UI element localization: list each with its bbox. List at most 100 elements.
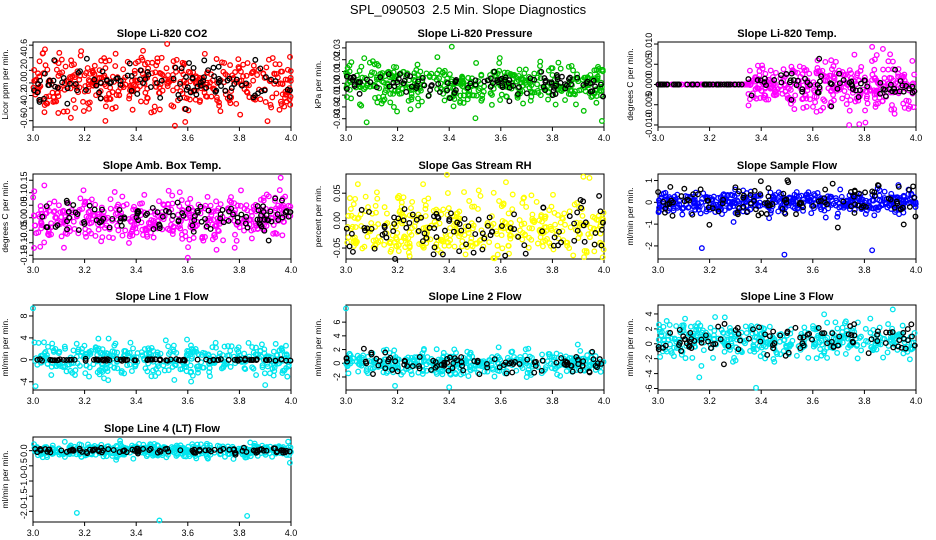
chart5-point	[505, 243, 512, 249]
chart9-ytick-label: 2	[644, 326, 654, 331]
chart6-point	[828, 193, 835, 200]
chart6-xtick-label: 3.8	[858, 265, 871, 275]
chart6-point	[775, 208, 782, 215]
chart3-point	[879, 98, 886, 105]
chart1-point	[287, 101, 294, 108]
chart10-xtick-label: 4.0	[285, 528, 298, 538]
chart5-point	[564, 242, 571, 249]
chart6-point	[655, 209, 662, 216]
chart7-point	[171, 376, 178, 383]
chart5-outlier-point	[580, 173, 587, 180]
chart5-point	[439, 238, 445, 245]
chart9-point	[862, 325, 869, 332]
chart5-black-point	[431, 225, 438, 232]
chart9-outlier-point	[889, 306, 896, 313]
chart6-point	[691, 197, 698, 203]
chart3-point	[746, 67, 753, 74]
chart5-black-point	[511, 211, 518, 218]
chart1-point	[163, 65, 170, 72]
chart1-point	[154, 59, 161, 65]
chart5-black-point	[479, 230, 486, 237]
chart5-black-point	[502, 252, 509, 259]
chart5-point	[406, 253, 413, 260]
chart7-point	[41, 339, 47, 346]
chart5-point	[567, 224, 574, 231]
chart6-black-point	[747, 191, 754, 198]
chart4-black-point	[64, 199, 71, 206]
chart2-black-point	[487, 75, 494, 82]
chart2-point	[441, 97, 448, 104]
chart4-black-point	[283, 208, 290, 215]
chart4-black-point	[179, 210, 186, 216]
chart1-black-point	[117, 81, 124, 88]
chart5-black-point	[454, 219, 461, 226]
chart4-point	[77, 195, 84, 202]
chart2-point	[537, 75, 544, 82]
chart3-point	[873, 52, 880, 58]
chart4-point	[85, 209, 92, 216]
chart5-point	[398, 199, 405, 206]
chart4-black-point	[64, 218, 71, 225]
chart1-black-point	[41, 70, 48, 77]
chart2-black-point	[589, 88, 596, 95]
chart5-point	[544, 235, 550, 242]
chart5-point	[444, 190, 451, 197]
chart5-point	[525, 244, 532, 251]
chart6-ytick-label: 0	[644, 200, 654, 205]
chart4-ytick-label: -0.05	[19, 220, 29, 241]
chart10-xtick-label: 3.6	[182, 528, 195, 538]
chart4-point	[41, 182, 48, 189]
chart5-black-point	[475, 216, 482, 223]
chart4-black-point	[149, 204, 156, 211]
chart1-black-point	[183, 74, 189, 80]
chart1-point	[35, 70, 41, 77]
chart5-point	[444, 171, 450, 178]
chart3-xtick-label: 4.0	[910, 133, 923, 143]
chart4-xtick-label: 3.2	[78, 265, 91, 275]
chart1-black-point	[83, 87, 89, 93]
chart6-black-point	[871, 189, 878, 196]
chart3-black-point	[816, 84, 823, 91]
chart9-point	[712, 314, 719, 321]
chart2-point	[513, 74, 520, 81]
chart5-black-point	[484, 222, 491, 229]
chart5-point	[395, 248, 402, 255]
chart3-point	[765, 96, 772, 103]
chart2-black-point	[367, 79, 374, 86]
chart6-point	[868, 205, 875, 212]
chart2-black-point	[597, 81, 604, 88]
chart6-outlier-point	[781, 251, 788, 258]
chart6-black-point	[755, 212, 762, 219]
chart5-black-point	[596, 193, 603, 199]
chart4-point	[38, 206, 45, 213]
chart1-black-point	[215, 75, 222, 82]
chart5-point	[445, 205, 452, 212]
chart2-black-point	[583, 80, 590, 87]
chart4-ytick-label: 0.10	[19, 184, 29, 202]
chart5-black-point	[580, 198, 587, 205]
chart3-point	[771, 80, 778, 87]
chart6-black-point	[821, 195, 828, 202]
chart2-black-point	[350, 74, 357, 80]
chart5-point	[529, 225, 536, 232]
chart1-ylabel: Licor ppm per min.	[0, 49, 10, 119]
chart5-xtick-label: 3.0	[340, 265, 353, 275]
chart1-point	[240, 61, 247, 68]
chart1-point	[213, 56, 220, 62]
chart3-point	[803, 103, 810, 110]
chart5-black-point	[571, 220, 578, 227]
chart4-point	[170, 227, 176, 234]
chart1-black-point	[113, 75, 120, 82]
chart3-black-point	[828, 81, 835, 88]
chart3-black-point	[911, 88, 918, 95]
chart5-black-point	[419, 238, 426, 245]
chart5-ytick-label: 0.00	[332, 212, 342, 230]
chart4-point	[185, 244, 192, 251]
chart2-point	[475, 87, 482, 94]
chart1-point	[178, 68, 185, 75]
chart2-black-point	[506, 77, 513, 84]
chart3-point	[903, 97, 910, 104]
chart1-point	[227, 62, 234, 69]
chart4-black-point	[144, 210, 151, 217]
chart1-point	[173, 56, 180, 63]
